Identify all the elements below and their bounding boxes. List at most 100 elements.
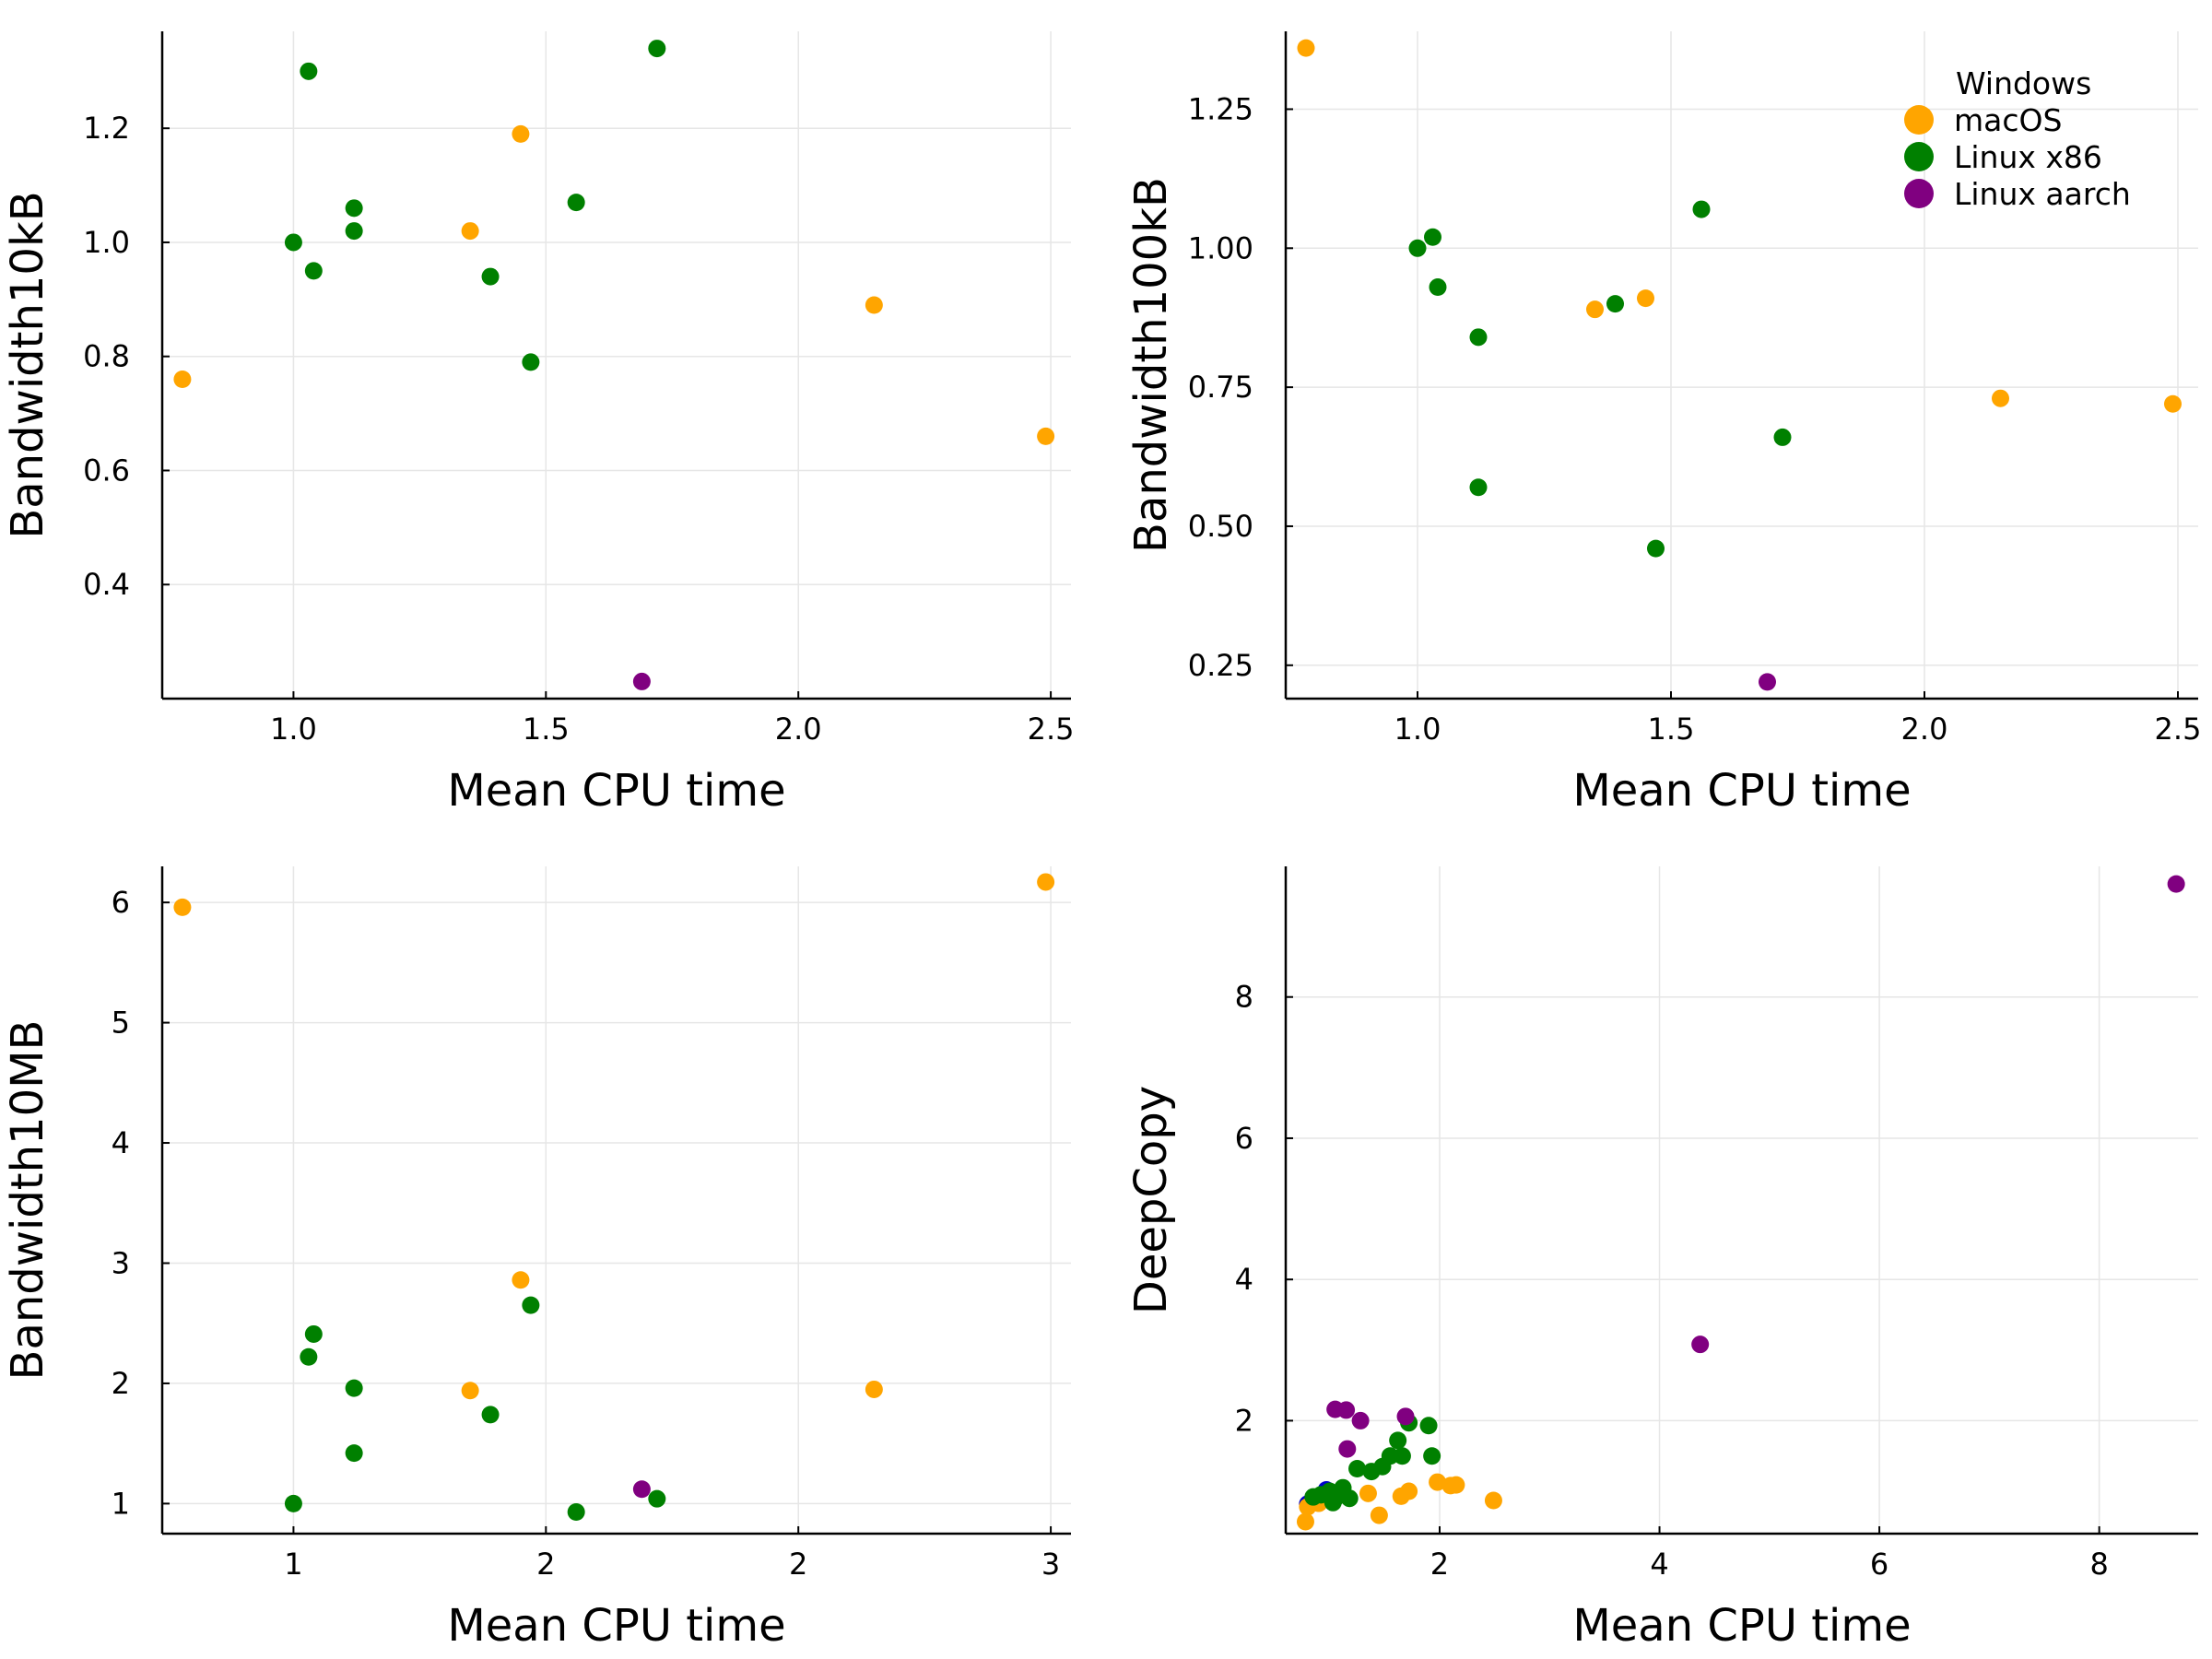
series-macos: [1297, 39, 2182, 413]
data-point: [1691, 1335, 1710, 1354]
x-axis-label: Mean CPU time: [1572, 1600, 1911, 1652]
grid: [162, 31, 1071, 699]
y-axis-label: Bandwidth10kB: [2, 191, 53, 538]
data-point: [567, 194, 585, 212]
series-linux-aarch: [632, 672, 651, 690]
x-tick-label: 1.0: [270, 712, 317, 747]
data-point: [461, 222, 479, 241]
y-tick-label: 0.4: [83, 567, 130, 602]
data-point: [1396, 1407, 1415, 1426]
x-tick-label: 2: [789, 1547, 807, 1582]
y-tick-label: 4: [112, 1125, 130, 1160]
data-point: [345, 199, 363, 218]
data-point: [304, 262, 323, 280]
series-linux-aarch: [1326, 875, 2185, 1458]
y-tick-label: 8: [1235, 980, 1253, 1015]
legend-marker-macos: [1904, 105, 1934, 135]
data-point: [345, 1444, 363, 1463]
legend-marker-linux-x86: [1904, 142, 1934, 171]
y-axis-label: DeepCopy: [1125, 1086, 1177, 1314]
data-point: [1408, 239, 1427, 257]
y-tick-label: 3: [112, 1245, 130, 1280]
series-macos: [173, 873, 1055, 1400]
data-point: [865, 1380, 883, 1398]
series-linux-x86: [1304, 1414, 1441, 1512]
data-point: [461, 1382, 479, 1400]
data-point: [1296, 1512, 1314, 1531]
data-point: [284, 233, 302, 252]
data-point: [2164, 394, 2182, 413]
data-point: [1351, 1411, 1370, 1430]
y-tick-label: 6: [1235, 1121, 1253, 1156]
legend-label-windows: Windows: [1956, 65, 2091, 101]
data-point: [632, 672, 651, 690]
x-axis-label: Mean CPU time: [447, 765, 785, 817]
data-point: [300, 62, 318, 80]
data-point: [1759, 673, 1776, 691]
series-linux-x86: [1408, 200, 1792, 558]
series-macos: [1296, 1473, 1502, 1531]
data-point: [1297, 39, 1315, 57]
x-tick-label: 1.5: [1648, 712, 1695, 747]
x-tick-label: 2: [536, 1547, 555, 1582]
y-tick-label: 1.2: [83, 111, 130, 146]
data-point: [173, 898, 192, 916]
data-point: [1419, 1417, 1438, 1435]
legend-label-linux-x86: Linux x86: [1954, 139, 2102, 175]
data-point: [1381, 1447, 1399, 1465]
x-tick-label: 1.5: [523, 712, 570, 747]
y-tick-label: 1.25: [1188, 91, 1253, 126]
y-tick-label: 0.75: [1188, 370, 1253, 405]
y-tick-label: 0.6: [83, 453, 130, 488]
data-point: [1037, 873, 1055, 891]
data-point: [1647, 539, 1665, 558]
data-point: [345, 222, 363, 241]
y-tick-label: 0.25: [1188, 648, 1253, 683]
data-point: [1429, 1473, 1447, 1491]
data-point: [481, 1406, 500, 1424]
data-point: [1370, 1506, 1388, 1524]
y-tick-label: 0.8: [83, 339, 130, 374]
x-axis-label: Mean CPU time: [447, 1600, 785, 1652]
x-axis-label: Mean CPU time: [1572, 765, 1911, 817]
data-point: [1359, 1484, 1377, 1502]
data-point: [512, 1271, 530, 1289]
scatter-panel-bandwidth100kb: 1.0 1.5 2.0 2.5 0.25 0.50 0.75 1.00 1.25 Mean CPU…: [1125, 31, 2201, 817]
data-point: [1606, 295, 1624, 313]
scatter-panel-bandwidth10kb: 1.0 1.5 2.0 2.5 0.4 0.6 0.8 1.0 1.2 Mean CPU time…: [2, 31, 1075, 817]
data-point: [1429, 278, 1447, 297]
y-tick-label: 6: [112, 885, 130, 920]
data-point: [481, 267, 500, 286]
legend-label-macos: macOS: [1954, 102, 2062, 138]
y-tick-label: 5: [112, 1006, 130, 1041]
y-tick-label: 2: [112, 1366, 130, 1401]
data-point: [522, 353, 540, 371]
scatter-panel-deepcopy: 2 4 6 8 2 4 6 8 Mean CPU time DeepCopy: [1125, 866, 2198, 1652]
data-point: [1484, 1491, 1502, 1510]
y-tick-label: 2: [1235, 1403, 1253, 1438]
x-tick-label: 2.0: [1901, 712, 1948, 747]
y-tick-label: 1: [112, 1486, 130, 1521]
data-point: [1338, 1440, 1357, 1458]
data-point: [1586, 300, 1604, 319]
y-axis-label: Bandwidth10MB: [2, 1020, 53, 1381]
x-tick-label: 8: [2089, 1547, 2108, 1582]
y-tick-label: 4: [1235, 1262, 1253, 1297]
legend-label-linux-aarch: Linux aarch: [1954, 176, 2131, 212]
x-tick-label: 1: [284, 1547, 302, 1582]
x-tick-label: 2: [1430, 1547, 1449, 1582]
data-point: [1469, 478, 1488, 497]
data-point: [632, 1480, 651, 1499]
data-point: [1423, 1447, 1441, 1465]
x-tick-label: 2.5: [1028, 712, 1075, 747]
data-point: [1469, 328, 1488, 347]
data-point: [2167, 875, 2185, 893]
x-tick-label: 2.5: [2155, 712, 2202, 747]
y-tick-label: 1.00: [1188, 230, 1253, 265]
data-point: [512, 124, 530, 143]
series-linux-aarch: [1759, 673, 1776, 691]
data-point: [567, 1503, 585, 1522]
legend-marker-linux-aarch: [1904, 179, 1934, 208]
x-tick-label: 6: [1870, 1547, 1888, 1582]
